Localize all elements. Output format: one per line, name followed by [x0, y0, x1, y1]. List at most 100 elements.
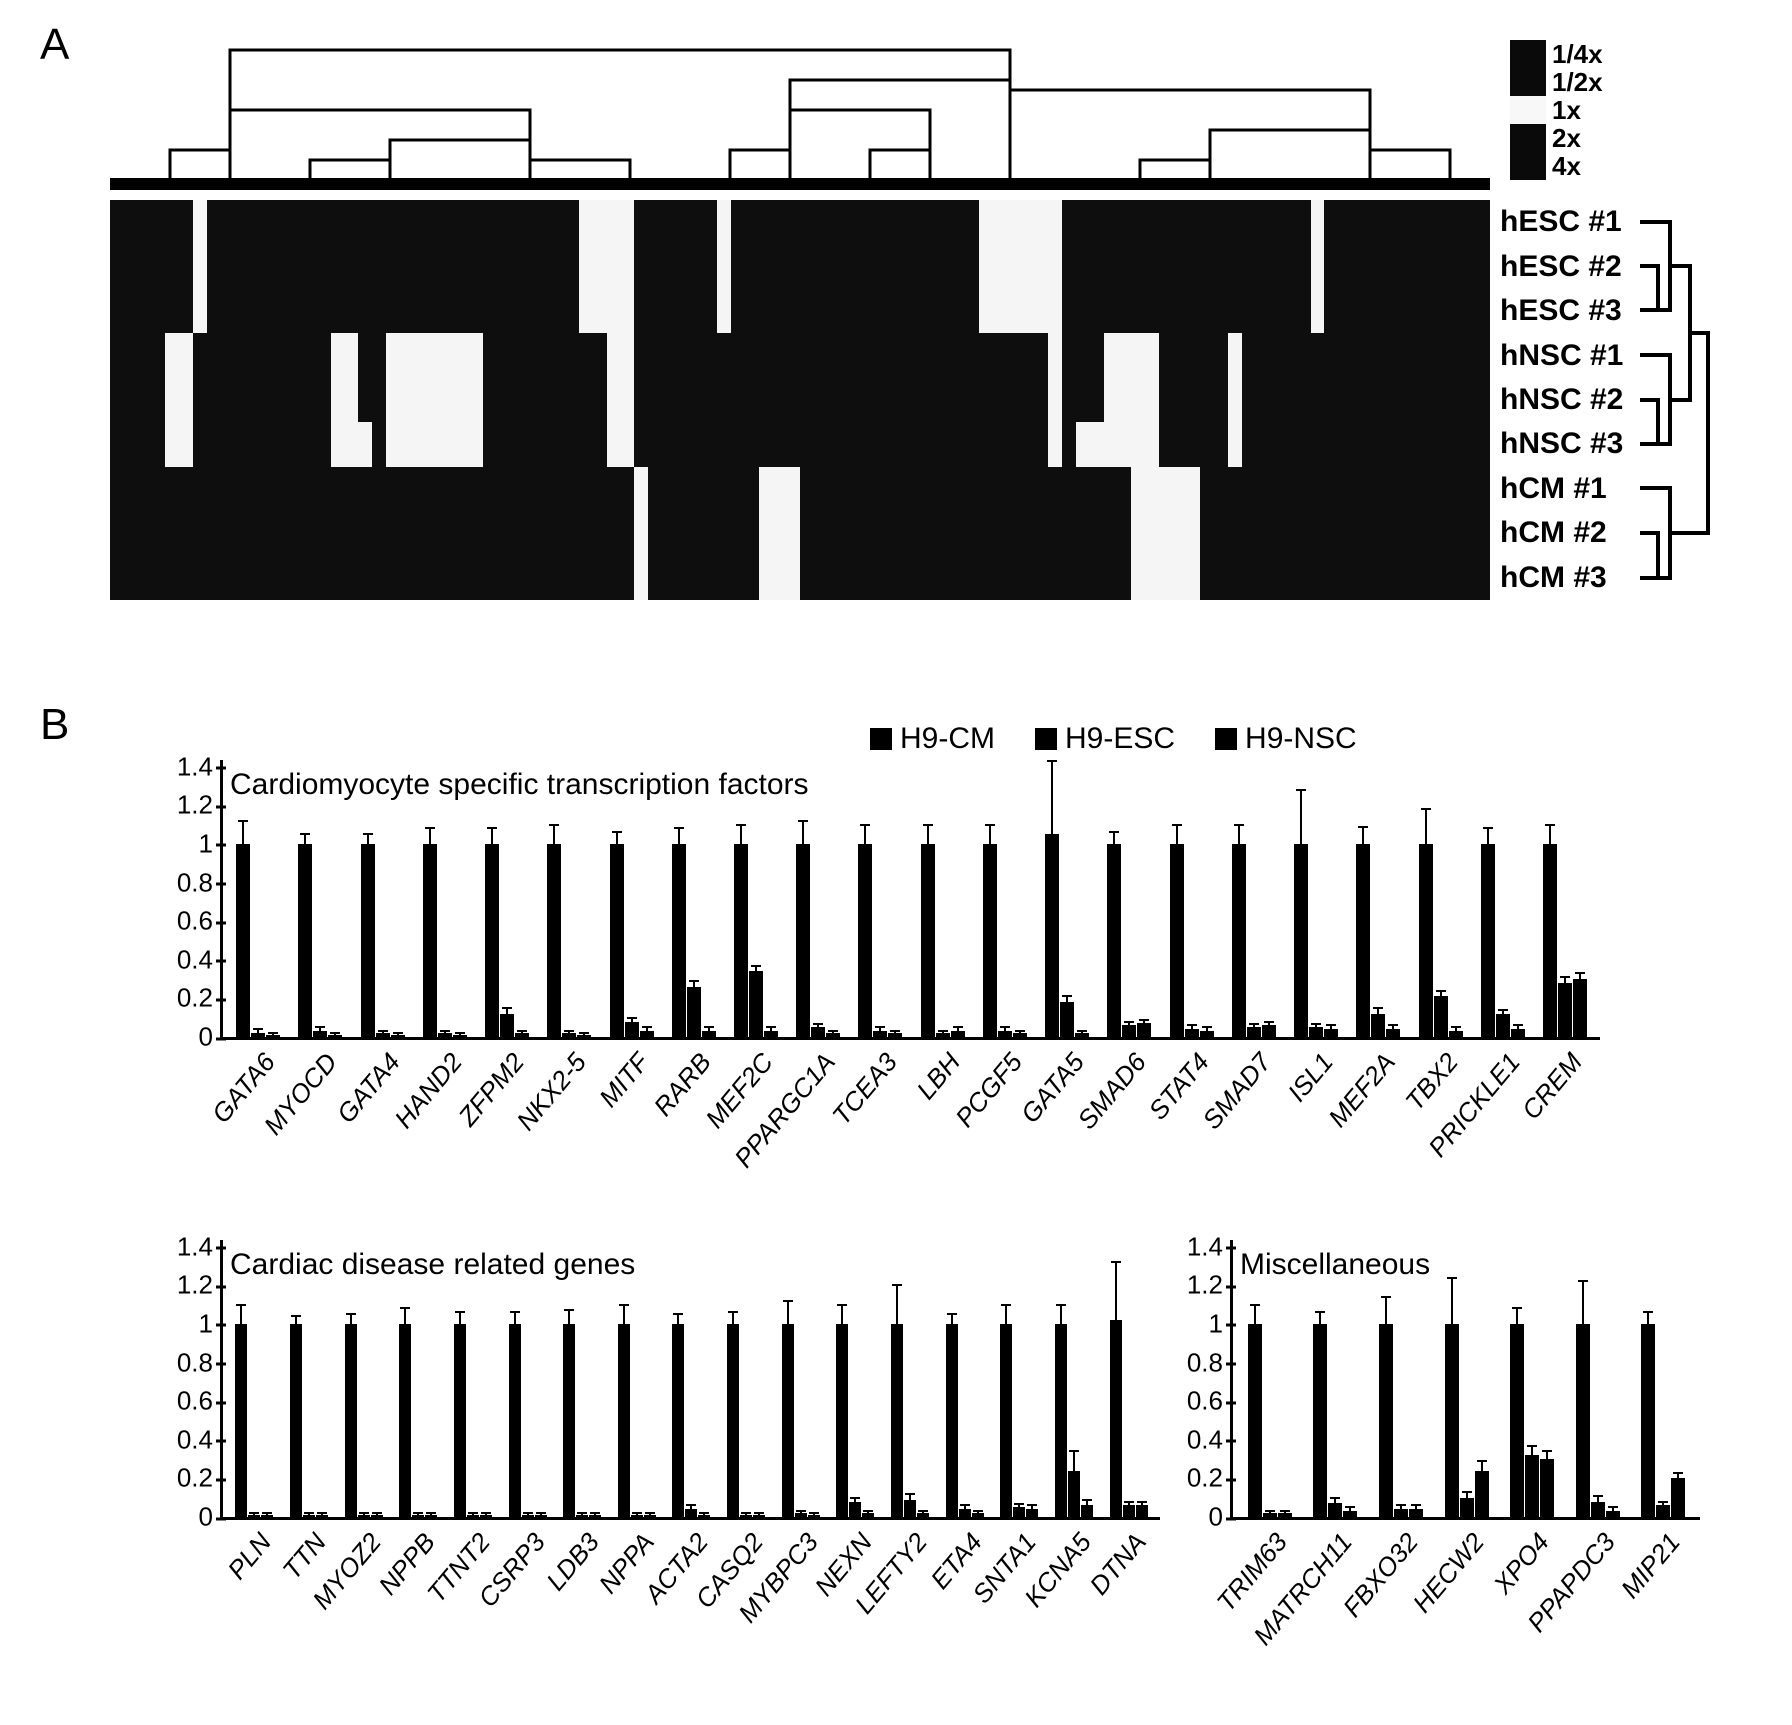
- bar: [1248, 1324, 1262, 1517]
- scale-label: 4x: [1552, 152, 1603, 180]
- bar: [1313, 1324, 1327, 1517]
- bar: [1409, 1509, 1423, 1517]
- x-tick-label: MEF2A: [1323, 1047, 1402, 1133]
- bar: [795, 1513, 807, 1517]
- y-tick-label: 0: [1209, 1502, 1233, 1533]
- bar: [1449, 1031, 1463, 1037]
- bar: [1309, 1027, 1323, 1037]
- legend-swatch: [1035, 728, 1057, 750]
- heatmap-row: [110, 511, 1490, 555]
- bar: [261, 1515, 273, 1517]
- x-tick-label: LDB3: [540, 1527, 606, 1597]
- bar-group: NEXN: [828, 1240, 883, 1517]
- bar: [236, 844, 250, 1037]
- panel-b: H9-CM H9-ESC H9-NSC Cardiomyocyte specif…: [170, 730, 1670, 1710]
- y-tick-label: 1: [199, 1308, 223, 1339]
- panel-letter-b: B: [40, 700, 69, 750]
- y-tick-label: 0: [199, 1022, 223, 1053]
- bar: [959, 1509, 971, 1517]
- bar: [1137, 1023, 1151, 1037]
- bar: [1558, 983, 1572, 1037]
- plot-area: 00.20.40.60.811.21.4GATA6MYOCDGATA4HAND2…: [220, 760, 1600, 1040]
- x-tick-label: PLN: [222, 1527, 278, 1586]
- bar: [1185, 1029, 1199, 1037]
- bar-group: LBH: [912, 760, 974, 1037]
- bar: [1081, 1505, 1093, 1517]
- bar-group: HECW2: [1434, 1240, 1500, 1517]
- bar-group: STAT4: [1161, 760, 1223, 1037]
- y-tick-label: 0.2: [177, 983, 223, 1014]
- x-tick-label: MIP21: [1615, 1527, 1687, 1604]
- heatmap-row-label: hCM #2: [1500, 518, 1623, 548]
- chart-title: Cardiomyocyte specific transcription fac…: [230, 768, 809, 802]
- bar: [453, 1035, 467, 1037]
- bar: [1606, 1511, 1620, 1517]
- bar: [1136, 1505, 1148, 1517]
- bar: [1232, 844, 1246, 1037]
- bar: [672, 1324, 684, 1517]
- heatmap-row-label: hNSC #2: [1500, 385, 1623, 415]
- bar: [485, 844, 499, 1037]
- bar-group: ACTA2: [664, 1240, 719, 1517]
- y-tick-label: 0.2: [177, 1463, 223, 1494]
- scale-label: 1/2x: [1552, 68, 1603, 96]
- bar: [1591, 1502, 1605, 1517]
- heatmap: [110, 200, 1490, 600]
- scale-label: 1/4x: [1552, 40, 1603, 68]
- bar: [951, 1031, 965, 1037]
- legend-swatch: [1215, 728, 1237, 750]
- heatmap-row: [110, 467, 1490, 511]
- bar: [1434, 996, 1448, 1037]
- bar: [1294, 844, 1308, 1037]
- bar: [610, 844, 624, 1037]
- bar: [358, 1515, 370, 1517]
- heatmap-row-label: hESC #2: [1500, 252, 1623, 282]
- bar: [672, 844, 686, 1037]
- bar: [644, 1515, 656, 1517]
- bar: [563, 1324, 575, 1517]
- bar: [1460, 1498, 1474, 1517]
- bar: [702, 1031, 716, 1037]
- bar: [1026, 1509, 1038, 1517]
- bar: [753, 1515, 765, 1517]
- y-tick-label: 1.4: [177, 1231, 223, 1262]
- bar: [873, 1031, 887, 1037]
- bar: [1496, 1014, 1510, 1037]
- bar: [917, 1513, 929, 1517]
- bar: [1511, 1029, 1525, 1037]
- y-tick-label: 0.6: [177, 1386, 223, 1417]
- bar: [266, 1035, 280, 1037]
- bar-group: LEFTY2: [883, 1240, 938, 1517]
- bar: [858, 844, 872, 1037]
- y-tick-label: 0.4: [1187, 1424, 1233, 1455]
- bar: [1170, 844, 1184, 1037]
- bar: [589, 1515, 601, 1517]
- x-tick-label: LBH: [910, 1047, 966, 1106]
- bar: [1324, 1029, 1338, 1037]
- legend-item: H9-ESC: [1035, 722, 1175, 756]
- bar: [547, 844, 561, 1037]
- bar-group: MEF2A: [1347, 760, 1409, 1037]
- bar: [687, 987, 701, 1037]
- bar: [1386, 1029, 1400, 1037]
- heatmap-row: [110, 244, 1490, 288]
- scale-label: 1x: [1552, 96, 1603, 124]
- x-tick-label: HAND2: [388, 1047, 468, 1134]
- y-tick-label: 1.2: [177, 1270, 223, 1301]
- bar: [251, 1033, 265, 1037]
- bar: [764, 1031, 778, 1037]
- bar: [1328, 1503, 1342, 1517]
- bar: [454, 1324, 466, 1517]
- scale-label: 2x: [1552, 124, 1603, 152]
- bar-group: PRICKLE1: [1472, 760, 1534, 1037]
- heatmap-row-label: hESC #1: [1500, 207, 1623, 237]
- bar: [1068, 1471, 1080, 1517]
- bar: [936, 1033, 950, 1037]
- heatmap-row-labels: hESC #1hESC #2hESC #3hNSC #1hNSC #2hNSC …: [1500, 200, 1623, 600]
- bar: [782, 1324, 794, 1517]
- y-tick-label: 0.2: [1187, 1463, 1233, 1494]
- bar: [1343, 1511, 1357, 1517]
- bar: [1656, 1505, 1670, 1517]
- bar: [1122, 1025, 1136, 1037]
- bar: [685, 1509, 697, 1517]
